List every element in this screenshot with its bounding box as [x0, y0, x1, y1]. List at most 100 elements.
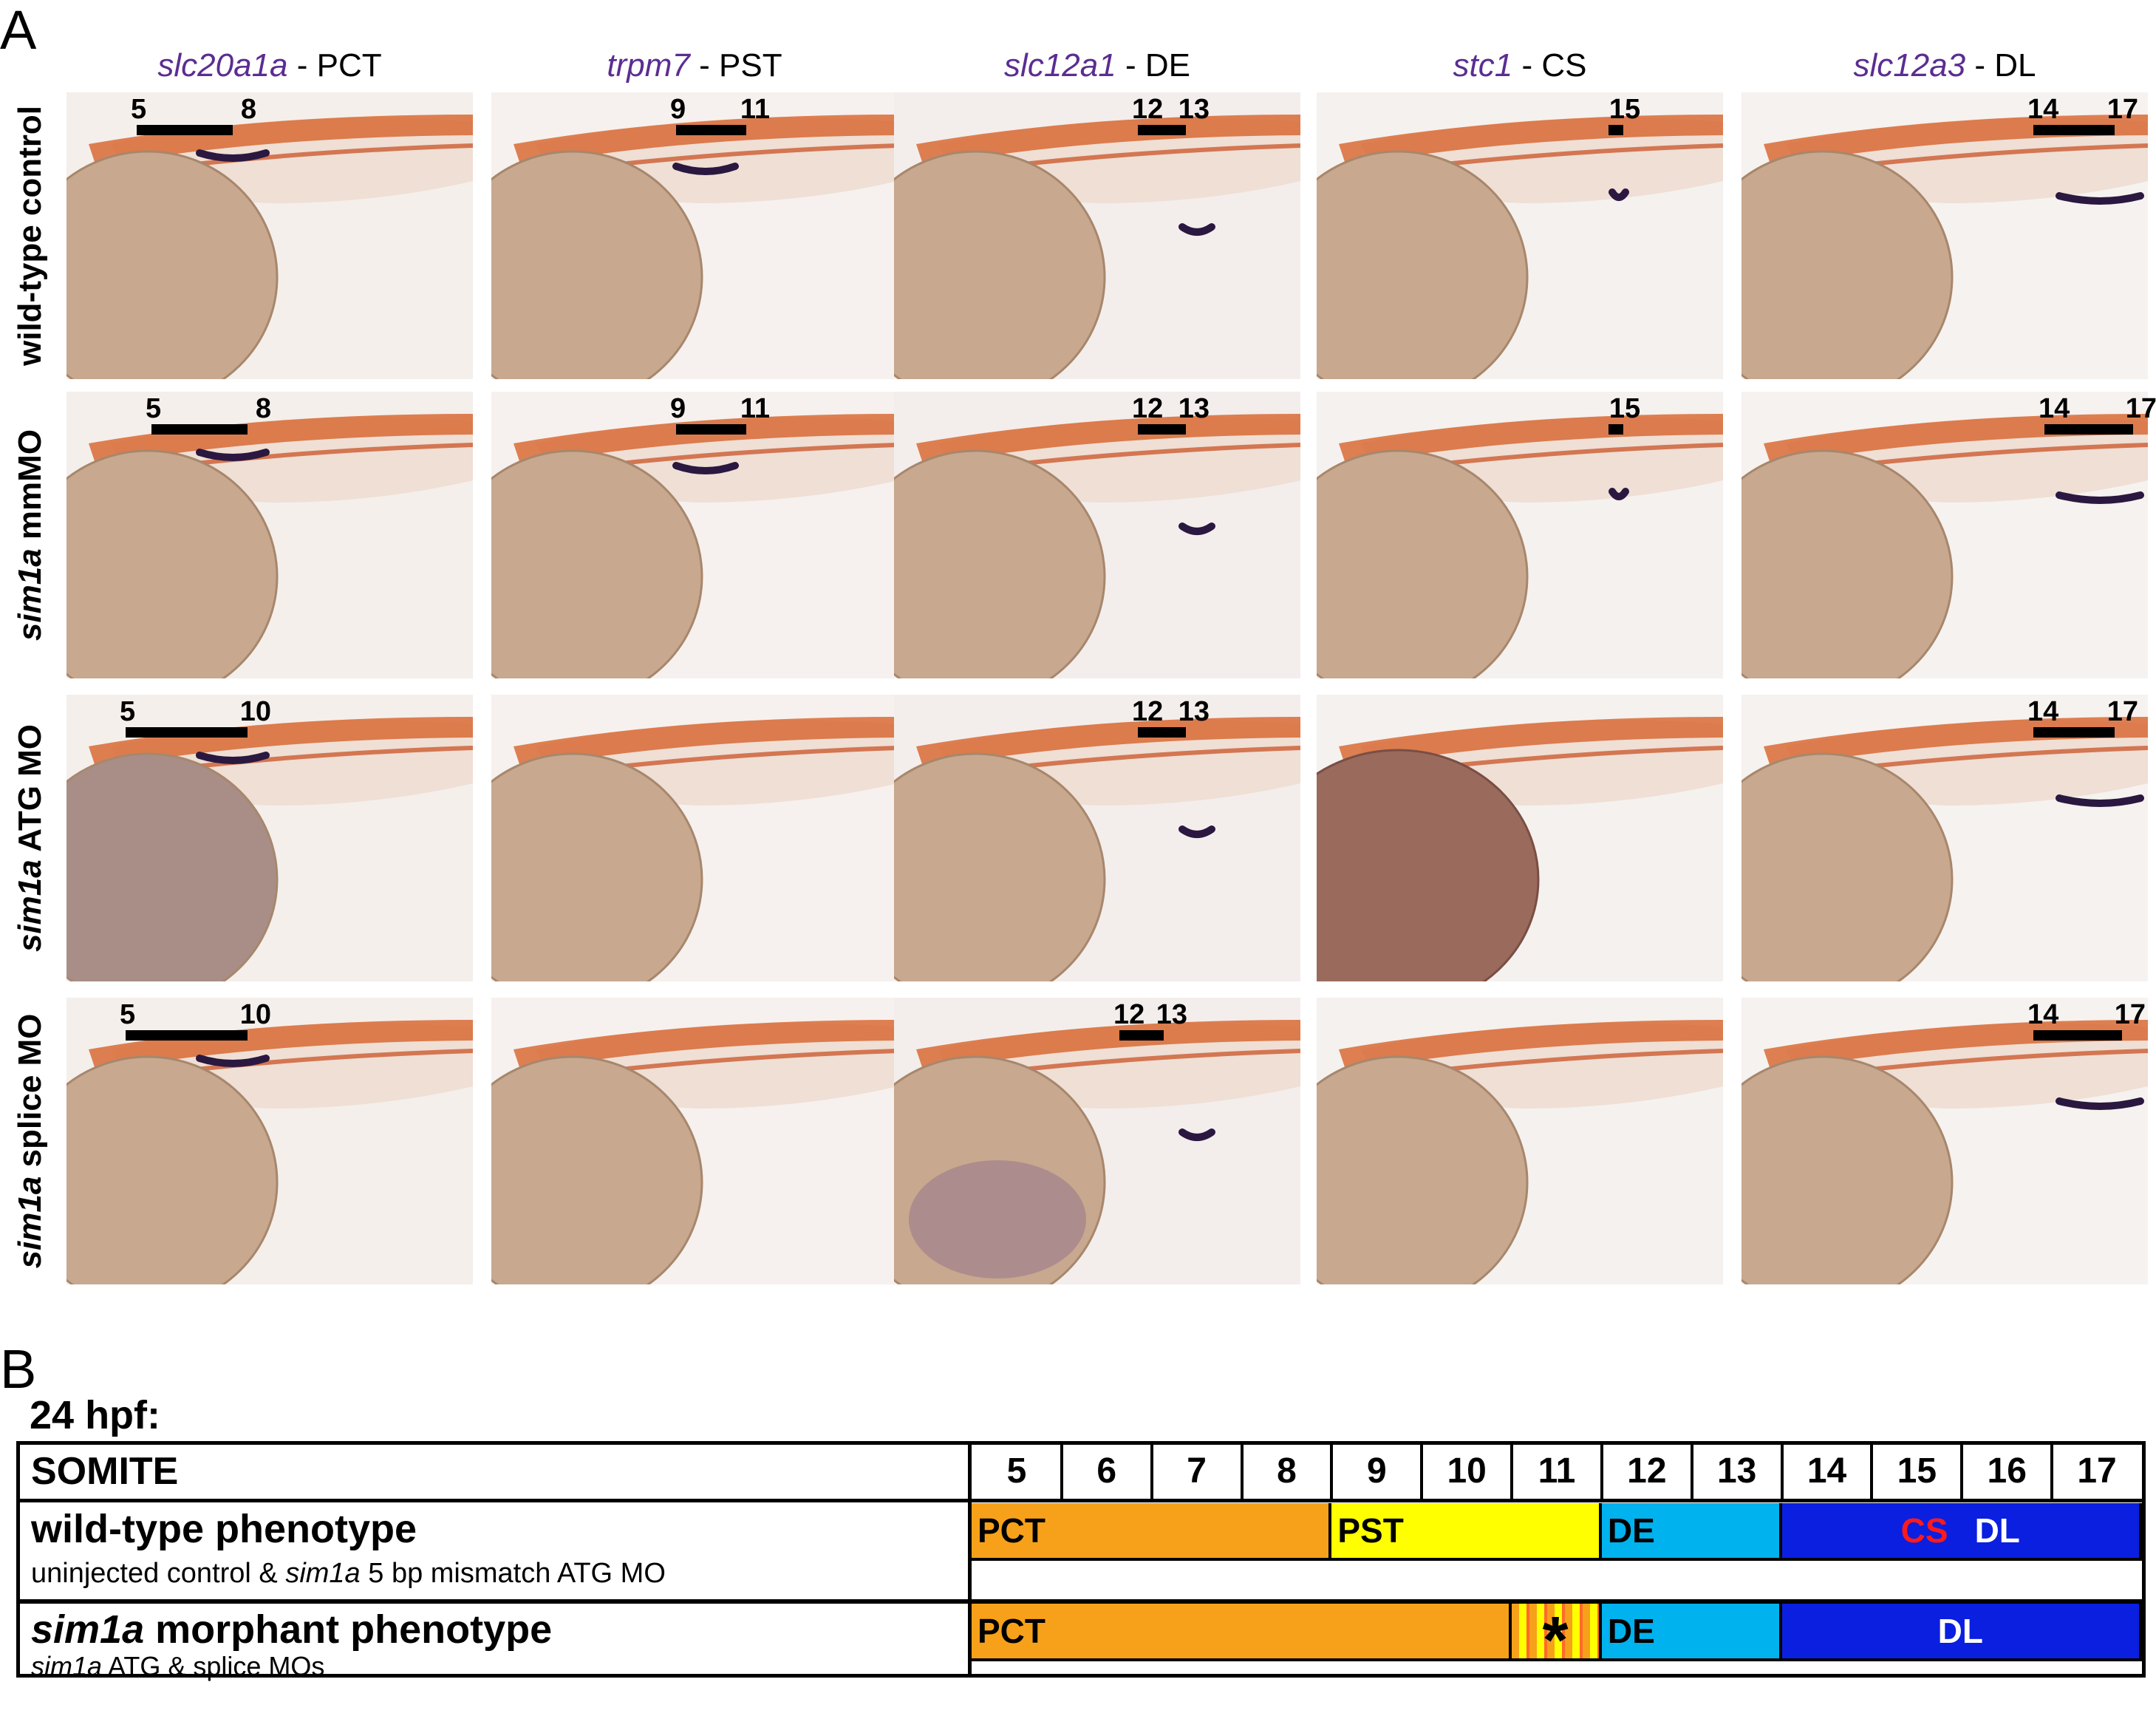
somite-number: 10 [1447, 1451, 1487, 1491]
somite-number: 11 [1538, 1451, 1576, 1491]
somite-range-bar [1119, 1030, 1164, 1041]
wt-segment-de: DE [1601, 1503, 1782, 1558]
gene-name: slc12a3 [1853, 47, 1966, 84]
embryo-image-trpm7-row1 [491, 392, 898, 678]
morphant-phenotype-subtitle: sim1a ATG & splice MOs [31, 1651, 325, 1681]
morphant-segment-dl: DL [1781, 1604, 2142, 1658]
somite-table: SOMITE wild-type phenotype uninjected co… [16, 1441, 2146, 1681]
somite-range-label: 15 [1609, 94, 1641, 125]
embryo-image-trpm7-row3 [491, 998, 898, 1284]
somite-number: 9 [1366, 1451, 1387, 1491]
embryo-image-slc12a1-row0 [894, 92, 1300, 379]
somite-number: 15 [1897, 1451, 1937, 1491]
column-heading-slc20a1a: slc20a1a - PCT [63, 47, 477, 84]
somite-range-label: 12 13 [1113, 999, 1187, 1030]
somite-range-bar [126, 1030, 248, 1041]
somite-range-bar [2033, 727, 2115, 738]
somite-range-bar [2033, 125, 2115, 135]
gene-name: slc12a1 [1004, 47, 1116, 84]
wt-phenotype-title: wild-type phenotype [31, 1507, 417, 1551]
somite-range-bar [676, 424, 746, 435]
row-label-2: sim1a ATG MO [12, 723, 48, 953]
row-label-0: wild-type control [12, 106, 48, 366]
timepoint-label: 24 hpf: [30, 1393, 161, 1437]
embryo-image-slc12a3-row1 [1741, 392, 2148, 678]
somite-range-label: 5 10 [120, 696, 271, 727]
embryo-image-trpm7-row2 [491, 695, 898, 981]
column-heading-stc1: stc1 - CS [1313, 47, 1727, 84]
embryo-image-slc12a1-row3 [894, 998, 1300, 1284]
somite-range-bar [1609, 125, 1623, 135]
somite-number: 13 [1716, 1451, 1757, 1491]
segment-name: - PST [689, 47, 782, 84]
embryo-image-slc12a3-row3 [1741, 998, 2148, 1284]
embryo-image-slc12a1-row1 [894, 392, 1300, 678]
somite-number: 7 [1187, 1451, 1207, 1491]
embryo-image-slc12a3-row2 [1741, 695, 2148, 981]
somite-range-label: 12 13 [1132, 393, 1210, 424]
embryo-image-stc1-row1 [1317, 392, 1723, 678]
somite-range-label: 14 17 [2027, 696, 2138, 727]
somite-range-bar [151, 424, 248, 435]
segment-name: - DL [1965, 47, 2036, 84]
somite-range-bar [2044, 424, 2133, 435]
wt-segment-pst: PST [1331, 1503, 1602, 1558]
segment-name: - PCT [287, 47, 382, 84]
somite-number: 12 [1627, 1451, 1667, 1491]
morphant-segment-pct: PCT [972, 1604, 1512, 1658]
embryo-image-slc20a1a-row1 [66, 392, 473, 678]
gene-name: stc1 [1453, 47, 1513, 84]
morphant-segment-de: DE [1601, 1604, 1782, 1658]
somite-number: 17 [2077, 1451, 2117, 1491]
somite-range-bar [1138, 125, 1186, 135]
embryo-image-slc20a1a-row2 [66, 695, 473, 981]
somite-range-label: 9 11 [670, 94, 770, 125]
column-heading-trpm7: trpm7 - PST [488, 47, 901, 84]
row-label-1: sim1a mmMO [12, 429, 48, 641]
gene-name: slc20a1a [157, 47, 288, 84]
somite-range-label: 14 17 [2039, 393, 2156, 424]
somite-range-bar [1138, 424, 1186, 435]
panel-a-label: A [0, 0, 37, 61]
embryo-image-stc1-row3 [1317, 998, 1723, 1284]
somite-range-label: 14 17 [2027, 94, 2138, 125]
column-heading-slc12a3: slc12a3 - DL [1738, 47, 2152, 84]
somite-range-bar [2033, 1030, 2122, 1041]
somite-range-bar [676, 125, 746, 135]
wt-phenotype-subtitle: uninjected control & sim1a 5 bp mismatch… [31, 1558, 666, 1589]
embryo-image-slc20a1a-row3 [66, 998, 473, 1284]
somite-range-label: 15 [1609, 393, 1641, 424]
somite-range-bar [1609, 424, 1623, 435]
embryo-image-slc20a1a-row0 [66, 92, 473, 379]
segment-name: - DE [1116, 47, 1190, 84]
wt-segment-cs-label: CS [1900, 1511, 1948, 1550]
somite-number: 8 [1277, 1451, 1297, 1491]
morphant-phenotype-title: sim1a morphant phenotype [31, 1607, 553, 1652]
somite-number: 5 [1006, 1451, 1027, 1491]
embryo-image-slc12a3-row0 [1741, 92, 2148, 379]
gene-name: trpm7 [607, 47, 690, 84]
somite-range-bar [126, 727, 248, 738]
embryo-image-stc1-row0 [1317, 92, 1723, 379]
panel-b-label: B [0, 1338, 37, 1400]
column-heading-slc12a1: slc12a1 - DE [890, 47, 1304, 84]
somite-number: 14 [1807, 1451, 1847, 1491]
somite-range-label: 12 13 [1132, 696, 1210, 727]
table-header-somite: SOMITE [31, 1450, 179, 1493]
somite-number: 16 [1987, 1451, 2027, 1491]
somite-range-label: 9 11 [670, 393, 770, 424]
embryo-image-slc12a1-row2 [894, 695, 1300, 981]
somite-range-label: 14 17 [2027, 999, 2146, 1030]
embryo-image-trpm7-row0 [491, 92, 898, 379]
wt-segment-pct: PCT [972, 1503, 1332, 1558]
somite-range-label: 12 13 [1132, 94, 1210, 125]
wt-segment-dl: CS DL [1781, 1503, 2142, 1558]
morphant-segment-unknown: * [1512, 1604, 1602, 1678]
somite-number: 6 [1096, 1451, 1117, 1491]
embryo-image-stc1-row2 [1317, 695, 1723, 981]
segment-name: - CS [1512, 47, 1587, 84]
somite-range-bar [1138, 727, 1186, 738]
somite-range-bar [137, 125, 233, 135]
